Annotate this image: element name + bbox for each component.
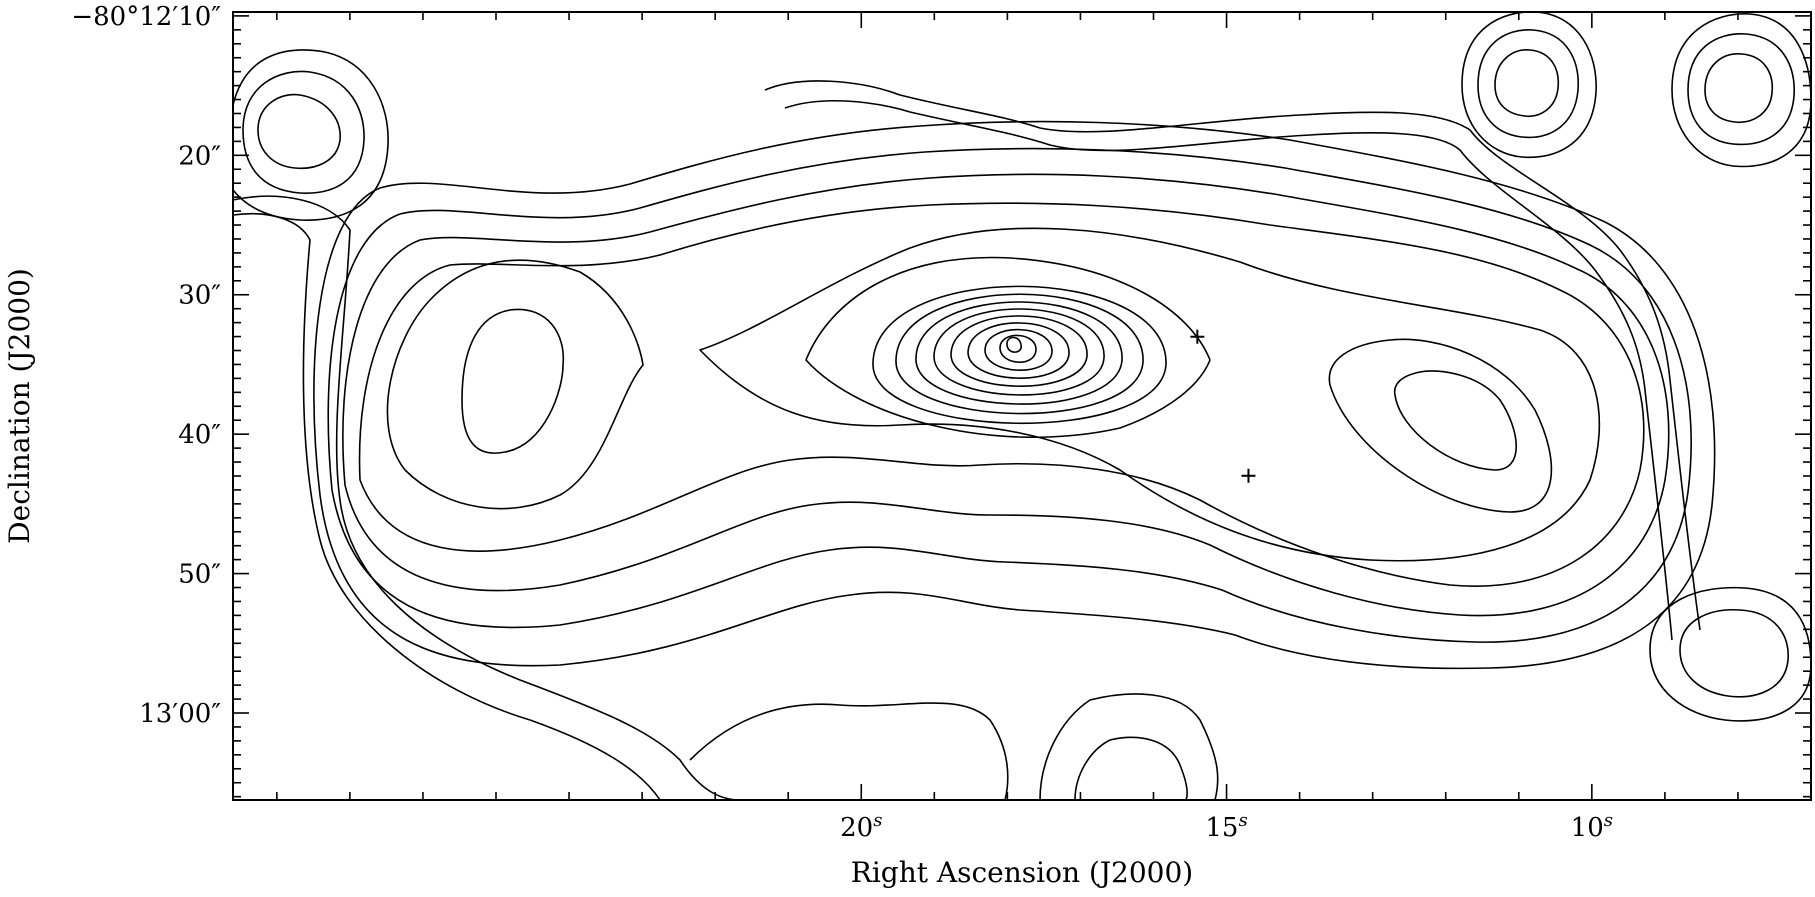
source-marker: [1241, 468, 1256, 483]
contour-line: [386, 259, 644, 510]
contour-line: [933, 308, 1105, 396]
contour-line: [1477, 29, 1579, 139]
contour-line: [1494, 49, 1560, 117]
y-tick-label: 30″: [178, 281, 221, 311]
contour-line: [1393, 370, 1517, 471]
contour-line: [1687, 33, 1795, 146]
contour-line: [1671, 13, 1811, 168]
x-tick-label: 15s​: [1205, 810, 1247, 843]
contour-line: [242, 70, 365, 194]
x-axis-ticks: 20s​15s​10s​05s​17m​00s​55s​50s​4h​16m​4…: [276, 12, 1812, 843]
contour-line: [461, 308, 565, 454]
plot-frame: [232, 11, 1812, 801]
y-axis-ticks: −80°12′10″ 20″ 30″ 40″ 50″ 13′00″: [71, 2, 1811, 798]
contour-line: [233, 195, 741, 800]
contour-line: [872, 285, 1167, 425]
contour-line: [784, 99, 1673, 641]
source-markers: [1190, 329, 1256, 483]
contour-line: [1006, 336, 1022, 353]
contour-line: [1039, 693, 1219, 800]
contour-lines: [233, 12, 1811, 800]
source-marker: [1190, 329, 1205, 344]
contour-line: [699, 227, 1601, 562]
y-tick-label: 40″: [178, 420, 221, 450]
contour-line: [358, 202, 1645, 587]
y-tick-label: 13′00″: [139, 699, 221, 729]
contour-line: [257, 93, 341, 170]
contour-line: [1649, 586, 1811, 722]
contour-line: [1074, 736, 1188, 800]
contour-line: [1704, 53, 1774, 123]
contour-line: [967, 322, 1070, 379]
contour-line: [233, 49, 389, 221]
contour-line: [327, 147, 1692, 643]
contour-line: [1679, 609, 1789, 698]
contour-line: [1328, 338, 1553, 513]
contour-line: [1461, 12, 1597, 159]
contour-line: [805, 256, 1211, 438]
x-tick-label: 20s​: [840, 810, 882, 843]
contour-line: [999, 334, 1037, 363]
y-tick-label: 20″: [178, 142, 221, 172]
contour-line: [950, 315, 1088, 387]
contour-line: [342, 173, 1670, 617]
contour-line: [689, 702, 1009, 800]
y-axis-title: Declination (J2000): [3, 268, 36, 544]
y-tick-label: 50″: [178, 560, 221, 590]
contour-line: [915, 301, 1123, 405]
contour-line: [895, 293, 1144, 415]
contour-line: [764, 80, 1701, 631]
y-tick-label: −80°12′10″: [71, 2, 221, 32]
contour-line: [984, 328, 1053, 371]
contour-line: [233, 212, 661, 800]
x-tick-label: 10s​: [1571, 810, 1613, 843]
contour-line: [313, 120, 1716, 670]
x-axis-title: Right Ascension (J2000): [851, 856, 1193, 889]
